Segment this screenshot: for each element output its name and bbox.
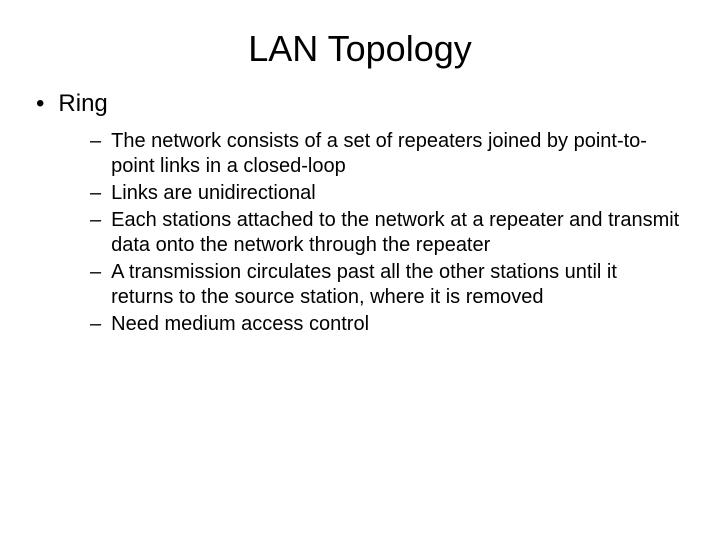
bullet-l2-text: Links are unidirectional	[111, 181, 316, 206]
bullet-level2: – A transmission circulates past all the…	[90, 260, 684, 310]
slide-title: LAN Topology	[0, 0, 720, 90]
bullet-l2-marker: –	[90, 312, 101, 337]
bullet-l1-marker: •	[36, 90, 44, 119]
bullet-l2-marker: –	[90, 181, 101, 206]
slide-content: • Ring – The network consists of a set o…	[0, 90, 720, 337]
bullet-l2-text: The network consists of a set of repeate…	[111, 129, 684, 179]
sublist: – The network consists of a set of repea…	[36, 129, 684, 337]
bullet-l2-marker: –	[90, 208, 101, 233]
bullet-l1-text: Ring	[58, 90, 107, 119]
bullet-l2-marker: –	[90, 129, 101, 154]
bullet-level2: – Links are unidirectional	[90, 181, 684, 206]
bullet-level2: – Each stations attached to the network …	[90, 208, 684, 258]
bullet-l2-marker: –	[90, 260, 101, 285]
bullet-l2-text: Need medium access control	[111, 312, 369, 337]
bullet-level1: • Ring	[36, 90, 684, 119]
bullet-l2-text: Each stations attached to the network at…	[111, 208, 684, 258]
bullet-l2-text: A transmission circulates past all the o…	[111, 260, 684, 310]
bullet-level2: – The network consists of a set of repea…	[90, 129, 684, 179]
bullet-level2: – Need medium access control	[90, 312, 684, 337]
